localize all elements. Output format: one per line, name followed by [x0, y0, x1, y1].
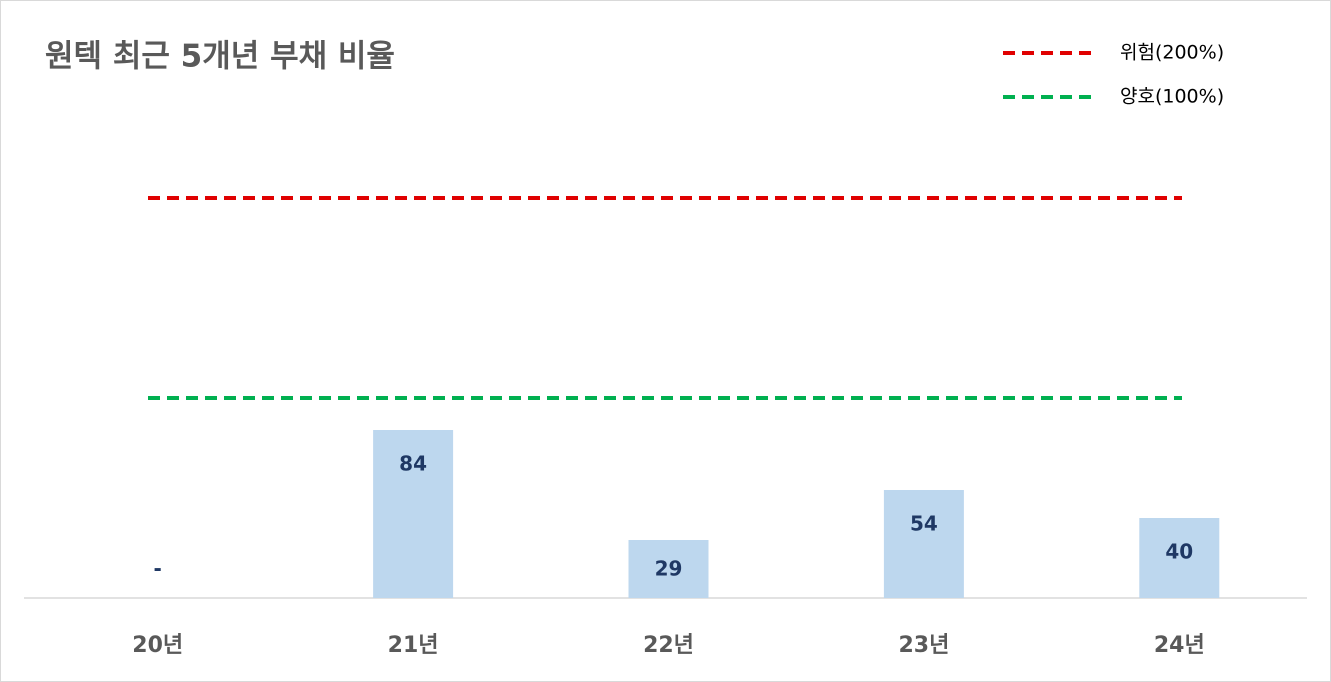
bar: [1139, 518, 1220, 598]
value-label: 40: [1165, 540, 1193, 564]
x-tick-label: 22년: [643, 633, 694, 658]
x-tick-label: 23년: [898, 633, 949, 658]
value-label: 29: [655, 557, 683, 581]
chart-title: 원텍 최근 5개년 부채 비율: [45, 39, 395, 75]
value-label: 54: [910, 512, 938, 536]
value-label: 84: [399, 452, 427, 476]
bar: [883, 490, 964, 598]
bar: [373, 430, 454, 598]
legend-label: 위험(200%): [1120, 42, 1224, 64]
x-tick-label: 24년: [1154, 633, 1205, 658]
bar: [628, 540, 709, 598]
x-tick-label: 20년: [132, 633, 183, 658]
legend-label: 양호(100%): [1120, 86, 1224, 108]
value-label: -: [154, 557, 162, 581]
x-tick-label: 21년: [388, 633, 439, 658]
